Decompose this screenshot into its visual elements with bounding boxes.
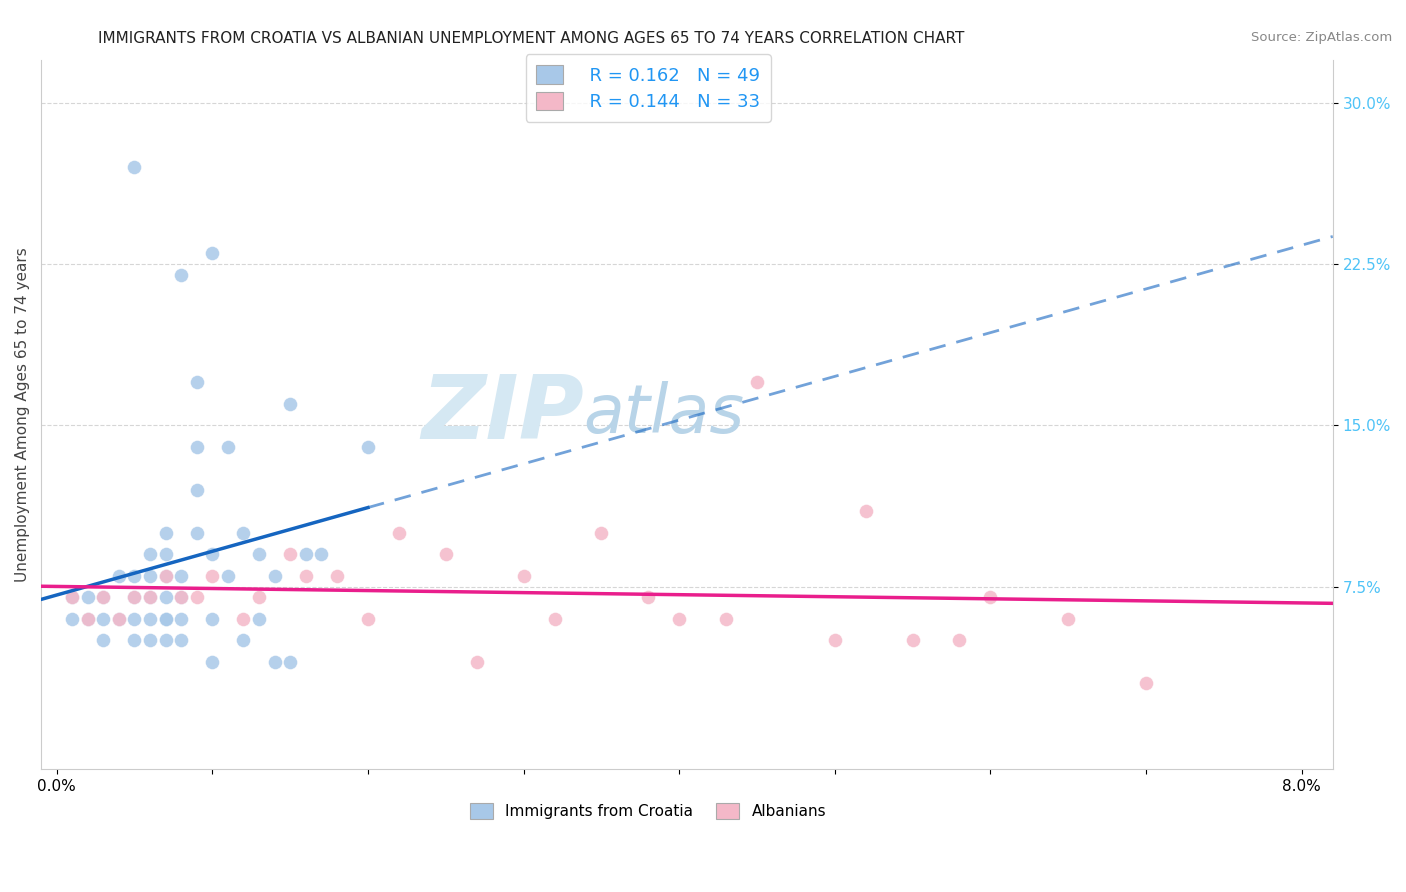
Point	[108, 612, 131, 626]
Point	[124, 591, 146, 605]
Point	[139, 591, 162, 605]
Point	[278, 547, 301, 561]
Point	[294, 547, 316, 561]
Point	[124, 612, 146, 626]
Point	[108, 612, 131, 626]
Point	[745, 375, 768, 389]
Point	[824, 633, 846, 648]
Point	[232, 525, 254, 540]
Point	[201, 246, 224, 260]
Point	[591, 525, 613, 540]
Text: IMMIGRANTS FROM CROATIA VS ALBANIAN UNEMPLOYMENT AMONG AGES 65 TO 74 YEARS CORRE: IMMIGRANTS FROM CROATIA VS ALBANIAN UNEM…	[98, 31, 965, 46]
Point	[60, 612, 83, 626]
Point	[124, 591, 146, 605]
Point	[309, 547, 332, 561]
Point	[139, 568, 162, 582]
Point	[155, 591, 177, 605]
Point	[60, 591, 83, 605]
Point	[170, 591, 193, 605]
Point	[465, 655, 488, 669]
Point	[124, 633, 146, 648]
Point	[60, 591, 83, 605]
Point	[93, 612, 115, 626]
Point	[201, 568, 224, 582]
Point	[247, 612, 270, 626]
Point	[186, 375, 208, 389]
Point	[76, 612, 98, 626]
Point	[155, 612, 177, 626]
Point	[124, 568, 146, 582]
Point	[139, 591, 162, 605]
Point	[93, 591, 115, 605]
Point	[76, 612, 98, 626]
Point	[93, 633, 115, 648]
Point	[139, 633, 162, 648]
Point	[186, 525, 208, 540]
Legend: Immigrants from Croatia, Albanians: Immigrants from Croatia, Albanians	[464, 797, 832, 825]
Point	[155, 525, 177, 540]
Point	[668, 612, 690, 626]
Point	[278, 397, 301, 411]
Point	[76, 591, 98, 605]
Point	[278, 655, 301, 669]
Point	[714, 612, 737, 626]
Point	[294, 568, 316, 582]
Point	[543, 612, 565, 626]
Point	[155, 547, 177, 561]
Point	[170, 591, 193, 605]
Point	[1057, 612, 1080, 626]
Point	[217, 568, 239, 582]
Point	[901, 633, 924, 648]
Point	[93, 591, 115, 605]
Point	[201, 547, 224, 561]
Point	[170, 568, 193, 582]
Point	[155, 568, 177, 582]
Point	[139, 547, 162, 561]
Point	[139, 612, 162, 626]
Point	[108, 568, 131, 582]
Point	[170, 633, 193, 648]
Point	[247, 547, 270, 561]
Point	[217, 440, 239, 454]
Point	[155, 612, 177, 626]
Point	[124, 160, 146, 174]
Point	[170, 612, 193, 626]
Point	[186, 440, 208, 454]
Point	[388, 525, 411, 540]
Text: atlas: atlas	[583, 382, 745, 448]
Point	[1135, 676, 1157, 690]
Point	[170, 268, 193, 282]
Point	[357, 612, 380, 626]
Point	[263, 568, 285, 582]
Point	[357, 440, 380, 454]
Point	[263, 655, 285, 669]
Point	[155, 633, 177, 648]
Point	[201, 612, 224, 626]
Point	[637, 591, 659, 605]
Point	[948, 633, 970, 648]
Point	[186, 591, 208, 605]
Point	[232, 633, 254, 648]
Point	[979, 591, 1001, 605]
Point	[232, 612, 254, 626]
Text: Source: ZipAtlas.com: Source: ZipAtlas.com	[1251, 31, 1392, 45]
Point	[326, 568, 349, 582]
Point	[512, 568, 534, 582]
Point	[855, 504, 877, 518]
Point	[186, 483, 208, 497]
Point	[434, 547, 457, 561]
Point	[155, 568, 177, 582]
Y-axis label: Unemployment Among Ages 65 to 74 years: Unemployment Among Ages 65 to 74 years	[15, 247, 30, 582]
Text: ZIP: ZIP	[420, 371, 583, 458]
Point	[247, 591, 270, 605]
Point	[201, 655, 224, 669]
